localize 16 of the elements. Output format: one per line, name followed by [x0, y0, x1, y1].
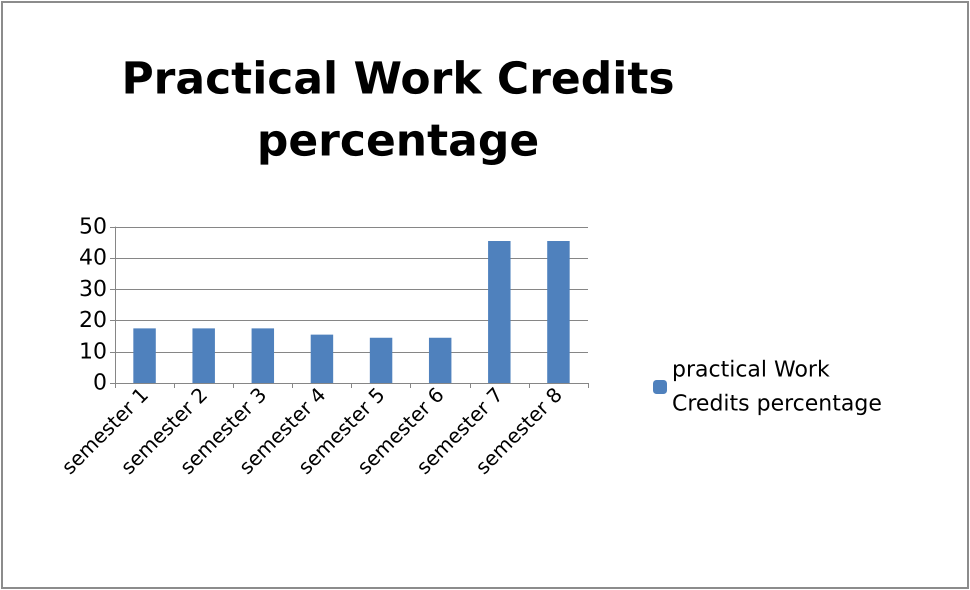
- bar: [428, 338, 452, 383]
- bar: [192, 328, 215, 383]
- y-tick-label: 20: [79, 308, 107, 334]
- bar: [370, 338, 392, 383]
- bar: [310, 334, 334, 383]
- bar: [133, 328, 156, 383]
- bar: [488, 241, 511, 383]
- bar: [252, 328, 274, 383]
- legend-label: practical Work Credits percentage: [672, 358, 882, 416]
- y-tick-label: 40: [79, 246, 107, 271]
- y-tick-label: 30: [79, 276, 107, 302]
- y-tick-label: 10: [79, 339, 107, 364]
- chart-title: Practical Work Credits percentage: [121, 54, 675, 166]
- bar: [547, 241, 570, 383]
- y-tick-label: 50: [79, 214, 107, 240]
- y-tick-label: 0: [93, 370, 107, 396]
